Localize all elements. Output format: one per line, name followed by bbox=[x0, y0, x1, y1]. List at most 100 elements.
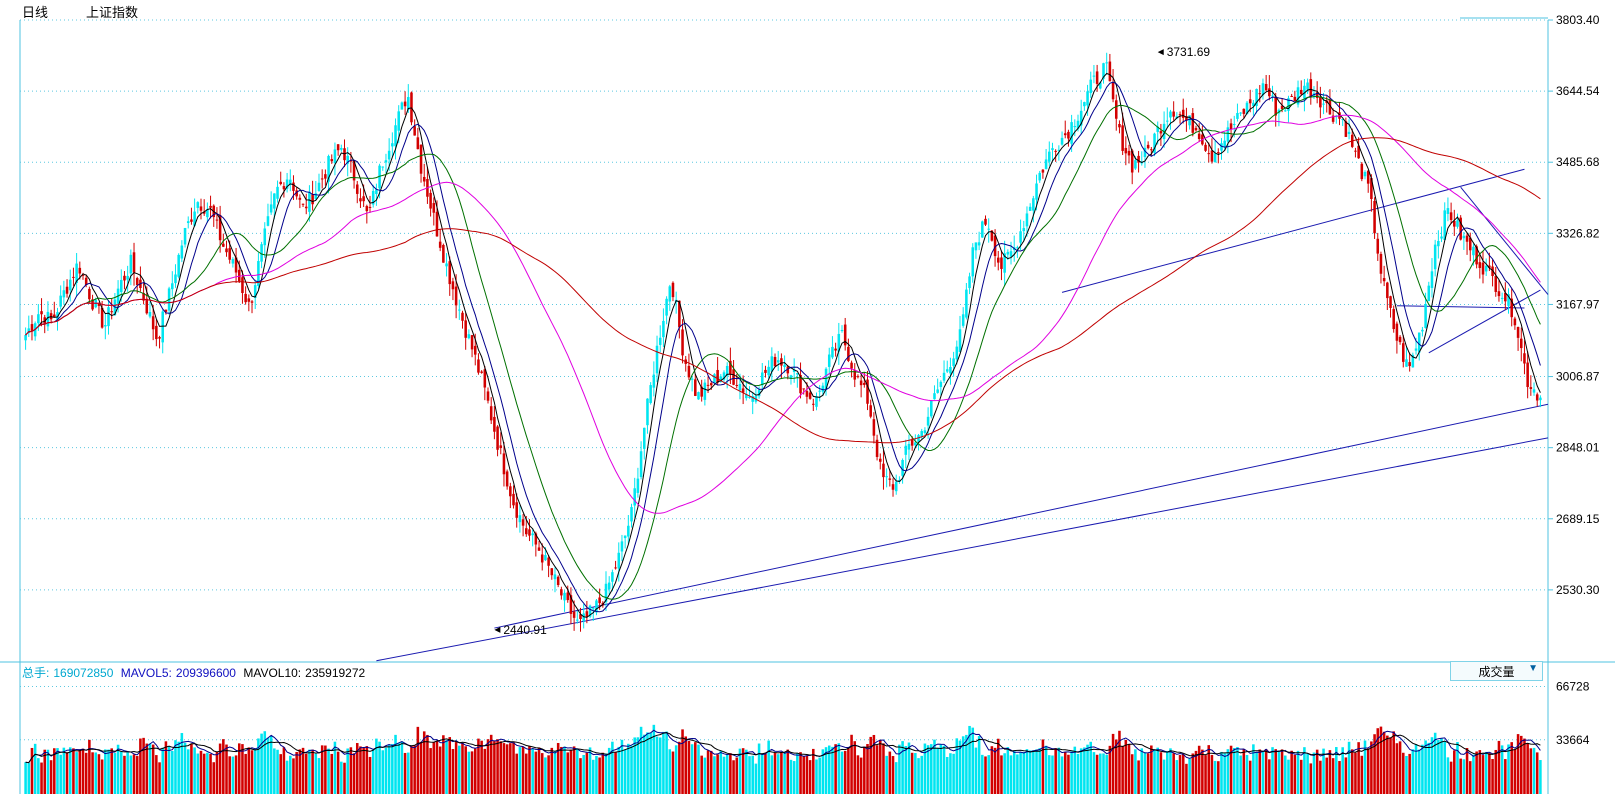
candle[interactable] bbox=[1347, 119, 1351, 140]
volume-bar[interactable] bbox=[1194, 750, 1198, 794]
candle[interactable] bbox=[553, 567, 557, 593]
candle-body[interactable] bbox=[968, 276, 971, 289]
candle-body[interactable] bbox=[799, 374, 802, 394]
candle-body[interactable] bbox=[620, 541, 624, 552]
volume-bar[interactable] bbox=[990, 746, 994, 794]
candle-body[interactable] bbox=[1414, 348, 1418, 351]
candle[interactable] bbox=[515, 493, 518, 528]
candle[interactable] bbox=[509, 482, 512, 509]
candle[interactable] bbox=[556, 575, 560, 588]
volume-bar[interactable] bbox=[1271, 747, 1274, 794]
candle[interactable] bbox=[46, 301, 50, 331]
candle-body[interactable] bbox=[1303, 85, 1306, 99]
candle-body[interactable] bbox=[391, 143, 394, 147]
candle[interactable] bbox=[368, 195, 372, 213]
volume-bar[interactable] bbox=[1175, 760, 1179, 794]
candle[interactable] bbox=[1411, 352, 1415, 368]
volume-bar[interactable] bbox=[1507, 744, 1510, 794]
candle-body[interactable] bbox=[1475, 246, 1478, 265]
volume-bar[interactable] bbox=[451, 749, 455, 794]
candle[interactable] bbox=[193, 198, 196, 227]
candle-body[interactable] bbox=[1191, 113, 1195, 133]
candle[interactable] bbox=[486, 387, 490, 404]
candle[interactable] bbox=[1130, 148, 1134, 185]
candle-body[interactable] bbox=[1510, 298, 1513, 318]
candle-body[interactable] bbox=[878, 458, 882, 462]
candle[interactable] bbox=[30, 315, 34, 341]
volume-bar[interactable] bbox=[1379, 726, 1383, 794]
candle-body[interactable] bbox=[1500, 297, 1504, 299]
volume-bar[interactable] bbox=[24, 762, 27, 794]
candle-body[interactable] bbox=[904, 445, 908, 455]
volume-bar[interactable] bbox=[1239, 755, 1242, 794]
volume-bar[interactable] bbox=[757, 743, 761, 794]
volume-bar[interactable] bbox=[78, 749, 82, 794]
volume-bar[interactable] bbox=[1287, 759, 1290, 794]
volume-bar[interactable] bbox=[904, 746, 908, 794]
candle-body[interactable] bbox=[547, 557, 550, 566]
candle-body[interactable] bbox=[1003, 253, 1006, 273]
candle-body[interactable] bbox=[572, 611, 576, 618]
candle[interactable] bbox=[123, 271, 126, 290]
volume-bar[interactable] bbox=[662, 731, 665, 794]
candle-body[interactable] bbox=[1370, 178, 1373, 199]
volume-bar[interactable] bbox=[566, 752, 570, 794]
candle[interactable] bbox=[1360, 162, 1364, 182]
volume-bar[interactable] bbox=[477, 738, 480, 794]
volume-bar[interactable] bbox=[56, 748, 59, 794]
candle[interactable] bbox=[690, 376, 694, 392]
candle-body[interactable] bbox=[1070, 122, 1073, 144]
candle-body[interactable] bbox=[422, 176, 426, 182]
candle-body[interactable] bbox=[1328, 99, 1332, 115]
candle[interactable] bbox=[1519, 327, 1523, 362]
volume-bar[interactable] bbox=[1229, 745, 1233, 794]
candle-body[interactable] bbox=[30, 324, 34, 331]
candle-body[interactable] bbox=[1092, 75, 1096, 77]
candle-body[interactable] bbox=[403, 101, 407, 107]
volume-bar[interactable] bbox=[110, 748, 113, 794]
volume-bar[interactable] bbox=[1315, 749, 1319, 794]
candle-body[interactable] bbox=[630, 507, 633, 522]
candle[interactable] bbox=[1354, 147, 1357, 158]
candle-body[interactable] bbox=[1519, 338, 1523, 349]
candle-body[interactable] bbox=[694, 379, 697, 396]
candle-body[interactable] bbox=[135, 278, 139, 285]
volume-bar[interactable] bbox=[1150, 745, 1153, 794]
candle-body[interactable] bbox=[1127, 150, 1131, 156]
candle[interactable] bbox=[333, 142, 337, 176]
volume-bar[interactable] bbox=[713, 756, 716, 794]
candle-body[interactable] bbox=[1172, 111, 1175, 117]
volume-bar[interactable] bbox=[694, 742, 697, 794]
candle-body[interactable] bbox=[1488, 265, 1491, 268]
candle[interactable] bbox=[681, 319, 684, 364]
candle-body[interactable] bbox=[241, 277, 244, 294]
candle-body[interactable] bbox=[289, 179, 292, 185]
volume-bar[interactable] bbox=[1398, 741, 1402, 794]
volume-bar[interactable] bbox=[1089, 741, 1093, 794]
volume-bar[interactable] bbox=[1025, 749, 1029, 794]
candle-body[interactable] bbox=[1456, 220, 1459, 227]
volume-bar[interactable] bbox=[1459, 758, 1462, 794]
candle[interactable] bbox=[502, 441, 506, 487]
candle-body[interactable] bbox=[1446, 208, 1450, 214]
volume-bar[interactable] bbox=[467, 751, 471, 794]
candle-body[interactable] bbox=[298, 197, 302, 200]
candle[interactable] bbox=[968, 272, 971, 295]
candle-body[interactable] bbox=[1389, 296, 1392, 308]
volume-bar[interactable] bbox=[177, 741, 180, 794]
volume-bar[interactable] bbox=[30, 747, 34, 794]
volume-bar[interactable] bbox=[502, 743, 506, 794]
volume-bar[interactable] bbox=[1130, 754, 1134, 794]
candle-body[interactable] bbox=[556, 576, 560, 585]
candle-body[interactable] bbox=[821, 385, 825, 392]
candle-body[interactable] bbox=[295, 190, 298, 197]
candle-body[interactable] bbox=[1150, 149, 1153, 151]
candle[interactable] bbox=[75, 252, 78, 297]
candle-body[interactable] bbox=[729, 360, 732, 374]
volume-bar[interactable] bbox=[1535, 752, 1539, 794]
candle-body[interactable] bbox=[260, 244, 263, 262]
volume-bar[interactable] bbox=[505, 744, 509, 794]
volume-bar[interactable] bbox=[741, 748, 745, 794]
candle-body[interactable] bbox=[509, 486, 512, 497]
volume-bar[interactable] bbox=[525, 753, 528, 794]
